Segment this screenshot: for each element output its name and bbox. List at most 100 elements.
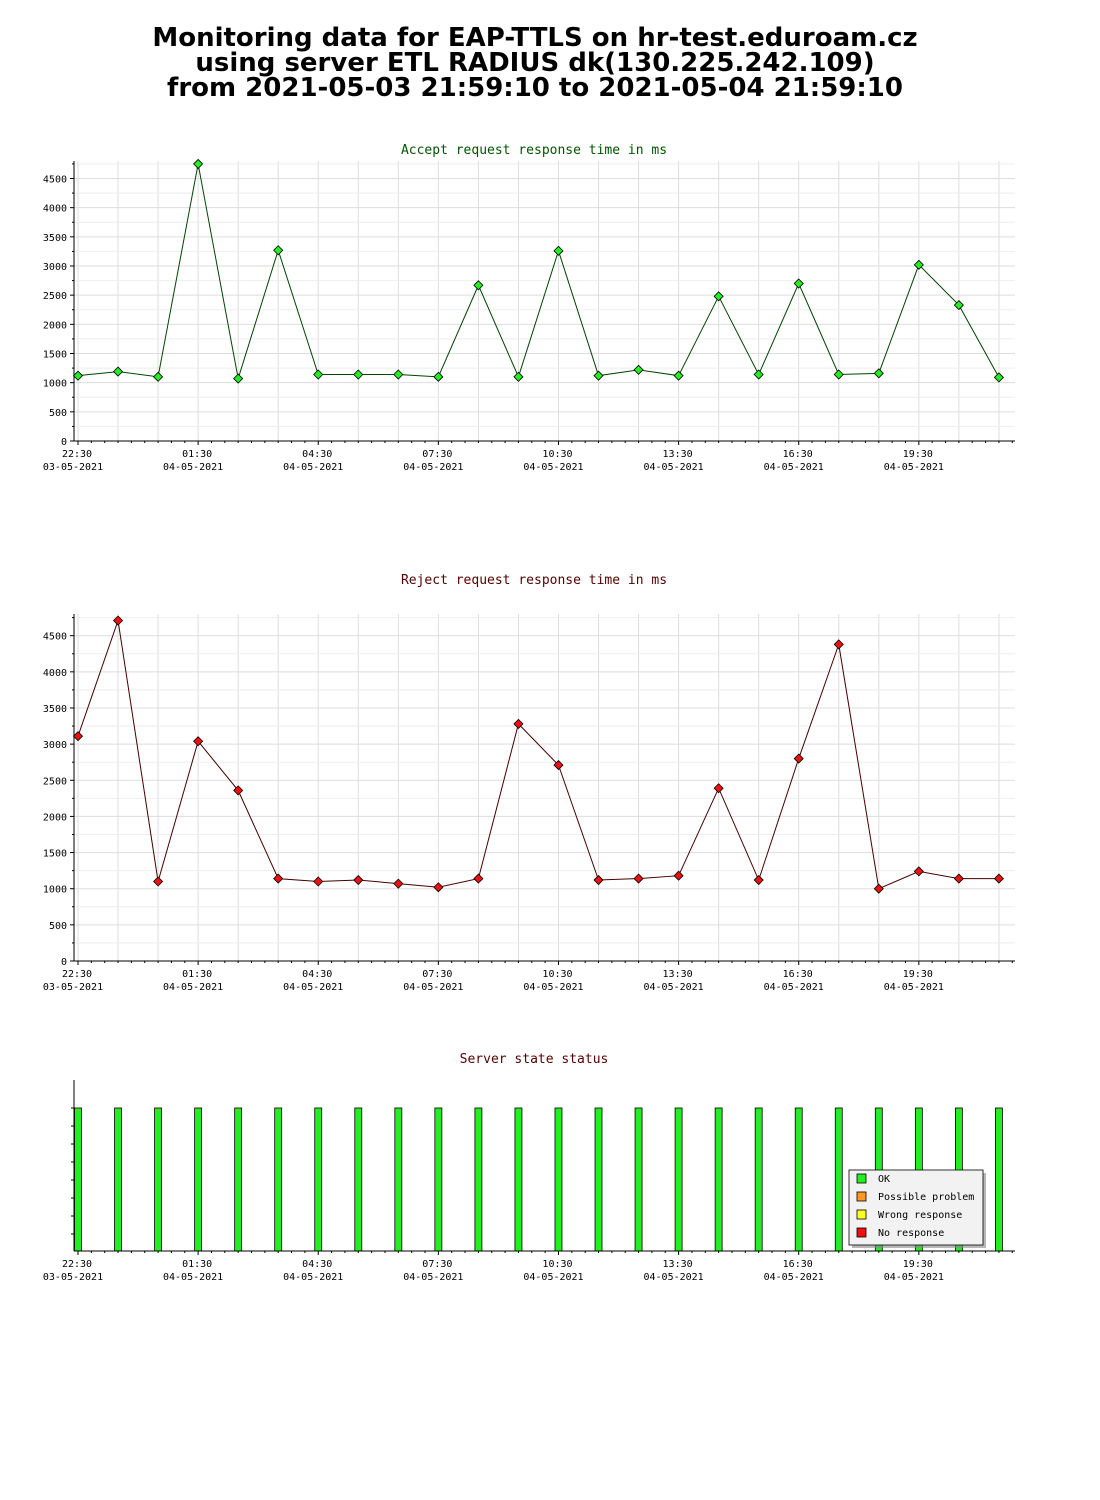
series-line [77, 620, 999, 890]
data-point [153, 371, 164, 382]
x-tick-label-time: 07:30 [422, 449, 452, 460]
data-point [873, 368, 884, 379]
x-tick-label-time: 16:30 [783, 969, 813, 980]
data-point [673, 870, 684, 881]
y-tick-label: 1000 [43, 885, 67, 896]
y-tick-label: 500 [49, 921, 67, 932]
x-tick-label-date: 04-05-2021 [403, 462, 463, 473]
legend-entry: OK [878, 1174, 890, 1185]
status-bar [834, 1107, 843, 1252]
y-tick-label: 1500 [43, 849, 67, 860]
data-point [153, 876, 164, 887]
chart-accept: Accept request response time in ms 0 500 10… [43, 143, 1015, 448]
data-point [473, 873, 484, 884]
x-tick-label-time: 07:30 [422, 1259, 452, 1270]
x-tick-label-date: 04-05-2021 [523, 1272, 583, 1283]
data-point [913, 866, 924, 877]
y-tick-label: 3500 [43, 233, 67, 244]
data-point [993, 372, 1004, 383]
chart-title: Reject request response time in ms [401, 573, 667, 588]
x-tick-label-date: 03-05-2021 [43, 982, 103, 993]
series-line [77, 163, 1000, 379]
status-bar [74, 1107, 82, 1252]
x-tick-label-date: 04-05-2021 [643, 982, 703, 993]
y-tick-label: 2000 [43, 320, 67, 331]
data-point [393, 878, 404, 889]
x-tick-label-time: 13:30 [663, 969, 693, 980]
status-bar [634, 1107, 643, 1252]
legend-swatch [856, 1191, 867, 1202]
data-point [753, 369, 764, 380]
grid [74, 614, 1015, 962]
x-tick-label-date: 04-05-2021 [163, 1272, 223, 1283]
data-point [193, 158, 204, 169]
data-point [633, 873, 644, 884]
legend-swatch [856, 1209, 867, 1220]
data-point [273, 245, 284, 256]
x-tick-label-date: 04-05-2021 [764, 1272, 824, 1283]
data-point [513, 718, 524, 729]
x-tick-label-date: 04-05-2021 [163, 982, 223, 993]
x-tick-label-time: 13:30 [663, 1259, 693, 1270]
header-line-3: from 2021-05-03 21:59:10 to 2021-05-04 2… [167, 73, 903, 103]
x-tick-label-time: 22:30 [62, 449, 92, 460]
data-point [233, 785, 244, 796]
x-tick-label-date: 04-05-2021 [764, 982, 824, 993]
y-tick-label: 3000 [43, 262, 67, 273]
data-point [513, 371, 524, 382]
y-tick-label: 2500 [43, 291, 67, 302]
status-bar [514, 1107, 523, 1252]
chart-status: Server state status OK Possible problem Wro… [71, 1052, 1003, 1252]
data-point [993, 873, 1004, 884]
data-point [953, 873, 964, 884]
x-tick-label-date: 04-05-2021 [643, 1272, 703, 1283]
status-bar [114, 1107, 122, 1252]
x-tick-label-time: 04:30 [302, 1259, 332, 1270]
data-point [633, 364, 644, 375]
data-point [833, 369, 844, 380]
x-tick-label-time: 04:30 [302, 969, 332, 980]
x-tick-label-date: 04-05-2021 [163, 462, 223, 473]
data-point [353, 369, 364, 380]
x-tick-label-time: 01:30 [182, 449, 212, 460]
data-point [833, 639, 844, 650]
y-tick-label: 2500 [43, 776, 67, 787]
x-tick-label-date: 04-05-2021 [403, 1272, 463, 1283]
header-line-2: using server ETL RADIUS dk(130.225.242.1… [195, 48, 875, 78]
x-tick-label-date: 04-05-2021 [403, 982, 463, 993]
x-tick-label-date: 04-05-2021 [523, 982, 583, 993]
data-point [873, 883, 884, 894]
x-tick-label-time: 01:30 [182, 1259, 212, 1270]
y-axis: 0 500 1000 1500 2000 2500 3000 3500 4000 4500 [43, 614, 75, 968]
data-point [313, 876, 324, 887]
x-tick-label-time: 10:30 [542, 969, 572, 980]
status-bar [794, 1107, 803, 1252]
x-axis-reject: 22:30 03-05-2021 01:30 04-05-2021 04:30 04-05… [43, 960, 1015, 993]
x-tick-label-date: 04-05-2021 [884, 1272, 944, 1283]
y-tick-label: 0 [61, 957, 67, 968]
status-bar [714, 1107, 723, 1252]
data-point [673, 370, 684, 381]
status-bar [154, 1107, 162, 1252]
status-bar [594, 1107, 603, 1252]
data-point [793, 278, 804, 289]
header-line-1: Monitoring data for EAP-TTLS on hr-test.… [152, 23, 918, 53]
status-bar [474, 1107, 483, 1252]
y-tick-label: 3500 [43, 704, 67, 715]
data-point [753, 874, 764, 886]
x-tick-label-time: 10:30 [542, 449, 572, 460]
y-tick-label: 1500 [43, 350, 67, 361]
data-point [233, 373, 244, 384]
y-tick-label: 500 [49, 408, 67, 419]
data-point [553, 760, 564, 771]
y-tick-label: 0 [61, 437, 67, 448]
data-point [393, 369, 404, 380]
x-tick-label-time: 19:30 [903, 449, 933, 460]
x-tick-label-time: 04:30 [302, 449, 332, 460]
status-bar [995, 1107, 1003, 1252]
y-tick-label: 1000 [43, 379, 67, 390]
data-point [713, 783, 724, 794]
data-point [72, 731, 84, 742]
x-tick-label-time: 22:30 [62, 969, 92, 980]
x-tick-label-date: 04-05-2021 [283, 1272, 343, 1283]
